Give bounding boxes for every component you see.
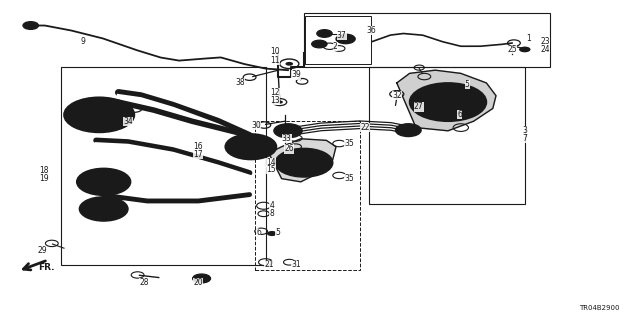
Circle shape xyxy=(282,161,288,164)
Bar xyxy=(369,67,525,204)
Text: 35: 35 xyxy=(344,139,354,148)
Circle shape xyxy=(519,47,531,52)
Circle shape xyxy=(267,231,277,236)
Text: 24: 24 xyxy=(540,45,550,54)
Circle shape xyxy=(286,154,322,172)
Text: 7: 7 xyxy=(522,134,527,143)
Text: 1: 1 xyxy=(526,34,531,43)
Circle shape xyxy=(95,178,112,186)
Text: 20: 20 xyxy=(193,278,204,287)
Polygon shape xyxy=(397,70,496,131)
Text: 12: 12 xyxy=(271,88,280,97)
Text: 6: 6 xyxy=(256,228,261,237)
Text: 13: 13 xyxy=(270,96,280,105)
Circle shape xyxy=(275,148,333,177)
Text: 17: 17 xyxy=(193,150,204,159)
Bar xyxy=(61,67,266,265)
Circle shape xyxy=(285,62,293,66)
Text: 19: 19 xyxy=(38,174,49,183)
Text: 29: 29 xyxy=(37,246,47,255)
Circle shape xyxy=(312,40,327,48)
Circle shape xyxy=(276,100,283,104)
Circle shape xyxy=(396,124,421,137)
Text: 22: 22 xyxy=(360,123,369,132)
Circle shape xyxy=(75,103,124,127)
Text: 21: 21 xyxy=(264,260,273,269)
Circle shape xyxy=(79,197,128,221)
Text: 39: 39 xyxy=(291,70,301,79)
Circle shape xyxy=(97,206,110,212)
Circle shape xyxy=(336,34,355,44)
Text: 5: 5 xyxy=(465,80,470,89)
Text: 37: 37 xyxy=(337,31,347,40)
Bar xyxy=(255,121,360,270)
Text: 38: 38 xyxy=(235,78,245,87)
Text: 33: 33 xyxy=(282,134,292,143)
Circle shape xyxy=(296,159,312,167)
Circle shape xyxy=(225,134,276,160)
Circle shape xyxy=(403,128,413,133)
Circle shape xyxy=(193,274,211,283)
Circle shape xyxy=(422,89,474,115)
Circle shape xyxy=(341,37,350,41)
Circle shape xyxy=(282,128,294,134)
Text: 25: 25 xyxy=(507,45,517,54)
Text: 11: 11 xyxy=(271,56,280,65)
Polygon shape xyxy=(269,139,336,182)
Text: 5: 5 xyxy=(275,228,280,237)
Text: 8: 8 xyxy=(269,209,275,218)
Text: FR.: FR. xyxy=(38,263,55,272)
Text: 32: 32 xyxy=(392,91,402,100)
Text: 35: 35 xyxy=(344,174,354,183)
Circle shape xyxy=(234,138,268,155)
Text: 28: 28 xyxy=(140,278,148,287)
Circle shape xyxy=(317,30,332,37)
Circle shape xyxy=(88,201,119,217)
Circle shape xyxy=(88,109,111,121)
Circle shape xyxy=(86,173,122,191)
Text: 4: 4 xyxy=(269,201,275,210)
Circle shape xyxy=(436,96,460,108)
Text: TR04B2900: TR04B2900 xyxy=(579,305,620,311)
Text: 23: 23 xyxy=(540,37,550,46)
Text: 14: 14 xyxy=(266,158,276,167)
Text: 30: 30 xyxy=(251,121,261,130)
Circle shape xyxy=(321,32,328,35)
Text: 3: 3 xyxy=(522,126,527,135)
Text: 34: 34 xyxy=(123,117,133,126)
Circle shape xyxy=(410,83,486,121)
Text: 9: 9 xyxy=(81,37,86,46)
Circle shape xyxy=(243,143,259,151)
Text: 26: 26 xyxy=(284,145,294,153)
Text: 36: 36 xyxy=(366,26,376,35)
Circle shape xyxy=(274,124,302,138)
Bar xyxy=(304,13,550,67)
Text: 31: 31 xyxy=(291,260,301,269)
Circle shape xyxy=(77,168,131,195)
Text: 2: 2 xyxy=(333,42,338,51)
Text: 16: 16 xyxy=(193,142,204,151)
Text: 6: 6 xyxy=(457,110,462,119)
Text: 10: 10 xyxy=(270,47,280,56)
Text: 15: 15 xyxy=(266,165,276,174)
Text: 18: 18 xyxy=(39,166,48,175)
Circle shape xyxy=(23,22,38,29)
Text: 27: 27 xyxy=(413,102,424,111)
Bar xyxy=(305,16,371,64)
Circle shape xyxy=(64,97,134,132)
